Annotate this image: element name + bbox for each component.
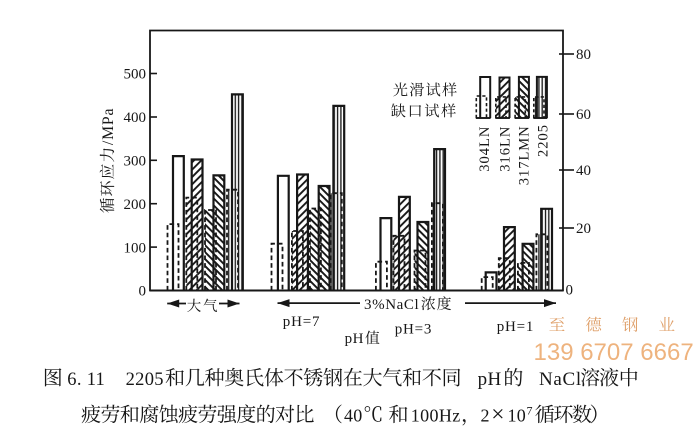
svg-text:200: 200 [124, 197, 147, 213]
svg-text:500: 500 [124, 67, 147, 83]
svg-text:×: × [491, 402, 504, 428]
svg-text:pH: pH [478, 369, 502, 390]
svg-text:40: 40 [576, 163, 591, 179]
svg-text:317LMN: 317LMN [516, 125, 532, 185]
svg-text:pH: pH [345, 331, 364, 347]
svg-text:3%NaCl: 3%NaCl [364, 297, 419, 313]
svg-text:pH=1: pH=1 [497, 319, 535, 335]
svg-text:0: 0 [139, 284, 147, 300]
svg-text:300: 300 [124, 154, 147, 170]
svg-text:100Hz: 100Hz [411, 406, 461, 426]
svg-text:2: 2 [481, 406, 490, 426]
svg-text:139 6707 6667: 139 6707 6667 [534, 339, 694, 366]
svg-text:2205: 2205 [126, 370, 164, 390]
svg-text:0: 0 [566, 283, 574, 299]
svg-text:20: 20 [576, 221, 591, 237]
svg-text:10: 10 [508, 406, 527, 426]
svg-text:60: 60 [576, 107, 591, 123]
svg-text:80: 80 [576, 47, 591, 63]
svg-text:pH=7: pH=7 [283, 314, 321, 330]
svg-text:100: 100 [124, 240, 147, 256]
svg-text:2205: 2205 [535, 124, 551, 157]
svg-text:pH=3: pH=3 [395, 322, 433, 338]
svg-text:316LN: 316LN [497, 126, 513, 172]
svg-text:7: 7 [527, 404, 533, 418]
svg-text:/MPa: /MPa [100, 108, 117, 145]
svg-text:40: 40 [344, 406, 363, 426]
svg-text:NaCl: NaCl [539, 369, 582, 390]
svg-text:304LN: 304LN [477, 126, 493, 172]
svg-text:400: 400 [124, 110, 147, 126]
svg-text:6. 11: 6. 11 [67, 370, 105, 390]
